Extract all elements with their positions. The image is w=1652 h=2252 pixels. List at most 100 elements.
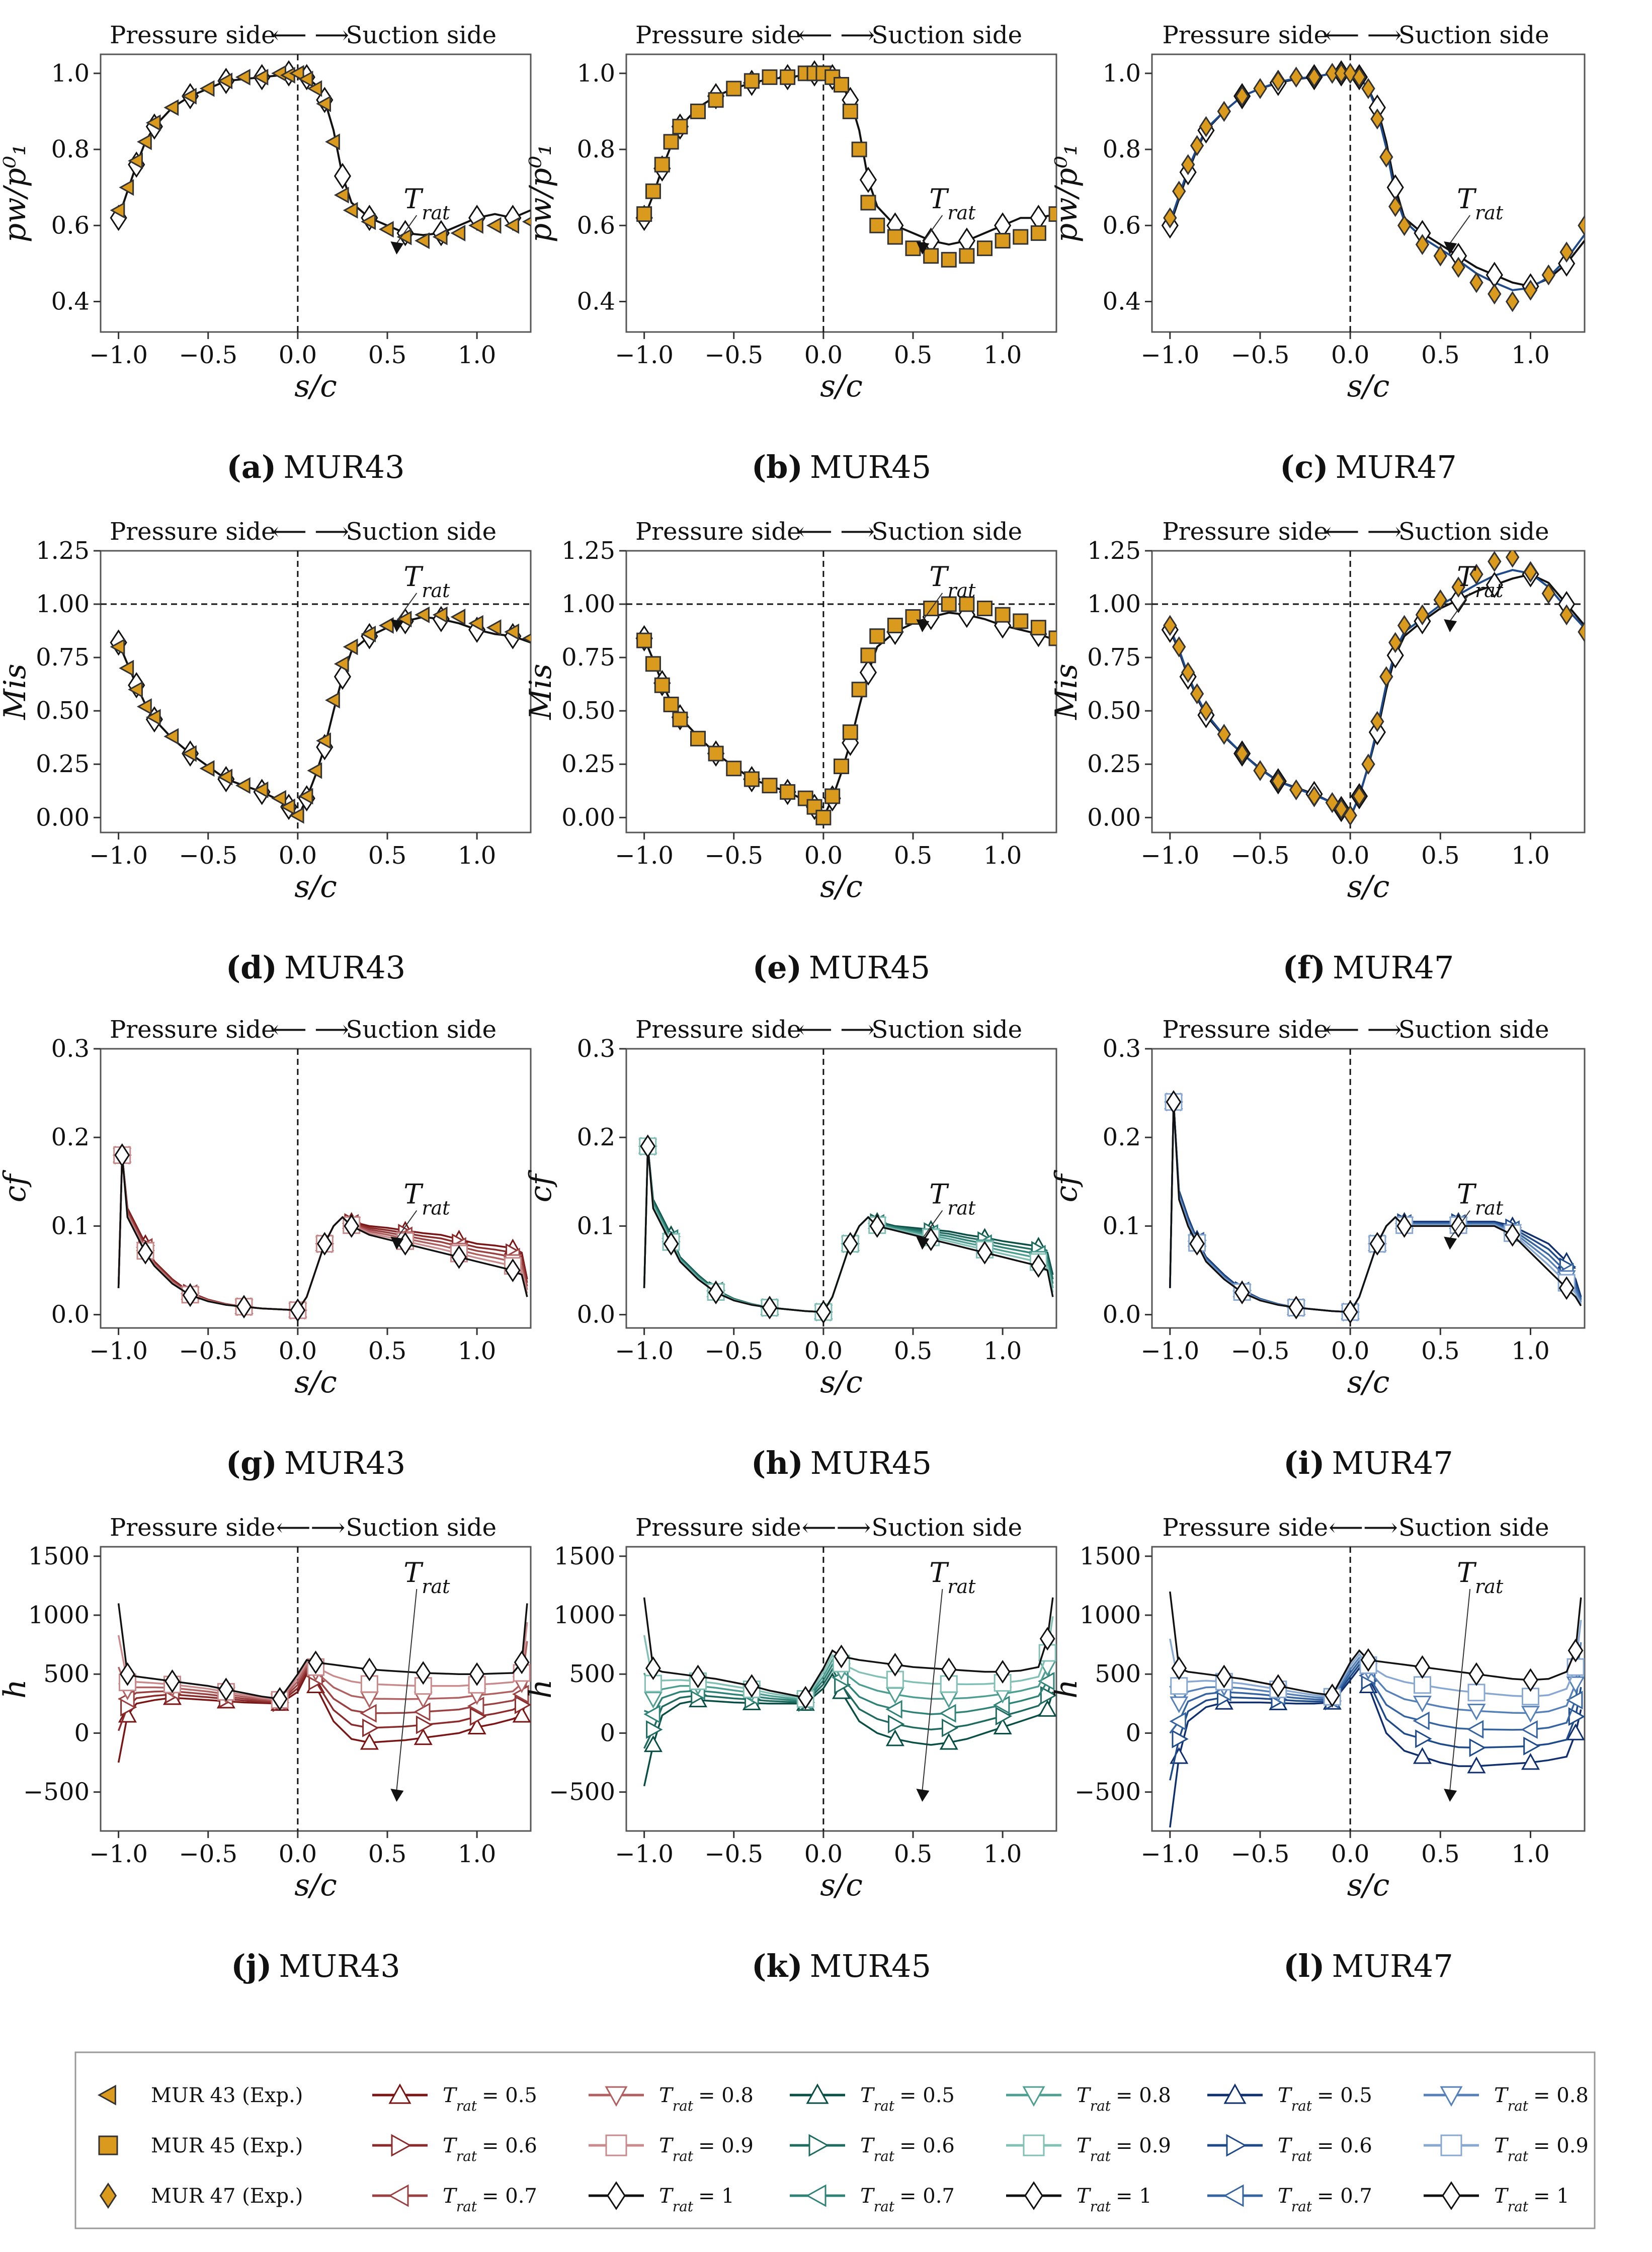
y-axis-label: pw/p⁰₁: [0, 144, 33, 243]
exp-point: [744, 771, 760, 787]
data-point: [1521, 1720, 1538, 1739]
x-tick-label: −1.0: [615, 1337, 674, 1365]
y-tick-label: 0.8: [1103, 135, 1141, 163]
y-tick-label: 0.8: [51, 135, 90, 163]
exp-point: [1488, 283, 1502, 305]
data-point: [708, 1280, 724, 1305]
legend-marker: [1442, 2181, 1461, 2210]
caption-name: MUR45: [810, 449, 931, 485]
exp-point: [289, 65, 304, 82]
exp-point: [1578, 215, 1585, 236]
data-point: [941, 1657, 957, 1682]
panel-e: Pressure side⟵ ⟶Suction side−1.0 −0.5 0.0 0…: [523, 518, 1057, 904]
data-point: [1468, 1662, 1484, 1686]
trat-symbol: T: [1457, 561, 1477, 593]
exp-point: [851, 682, 867, 698]
trat-arrowhead: [1444, 241, 1457, 255]
trat-subscript: rat: [422, 579, 450, 602]
y-tick-label: 0.4: [1103, 288, 1141, 316]
legend-trat-value: = 0.9: [698, 2134, 754, 2157]
y-tick-label: 500: [1095, 1660, 1141, 1688]
plot-area: [110, 60, 531, 249]
data-point: [1324, 1683, 1340, 1707]
x-tick-label: −1.0: [1141, 1840, 1200, 1868]
data-point: [1189, 1232, 1205, 1256]
exp-point: [1307, 66, 1321, 88]
legend-trat-value: = 0.5: [482, 2084, 537, 2107]
x-tick-label: −1.0: [615, 341, 674, 369]
plot-frame: [100, 550, 532, 833]
legend-trat-sub: rat: [1508, 2198, 1529, 2215]
trat-arrowhead: [1444, 619, 1457, 632]
exp-point: [1181, 661, 1195, 683]
trat-subscript: rat: [422, 202, 450, 224]
legend-entry-label: Trat = 0.9: [1077, 2134, 1171, 2164]
exp-point: [378, 617, 394, 634]
exp-point: [182, 88, 197, 105]
x-tick-label: 0.5: [894, 341, 932, 369]
legend-trat-sub: rat: [1508, 2148, 1529, 2164]
x-tick-label: 0.0: [804, 842, 843, 870]
y-tick-label: 1.25: [36, 537, 90, 565]
plot-frame: [100, 1048, 532, 1329]
y-tick-label: 0.3: [1103, 1035, 1141, 1063]
data-point: [1216, 1664, 1232, 1689]
x-axis-label: s/c: [820, 869, 863, 904]
exp-point: [1163, 207, 1177, 229]
exp-point: [522, 633, 531, 643]
trat-annotation: Trat: [1457, 1557, 1504, 1598]
exp-point: [1325, 792, 1340, 813]
x-tick-label: 0.5: [368, 341, 406, 369]
exp-point: [136, 133, 152, 150]
suction-side-label: Suction side: [872, 21, 1023, 49]
legend-trat-symbol: T: [1278, 2185, 1293, 2208]
sim-point: [1386, 642, 1404, 669]
plot-area: [1161, 551, 1585, 826]
exp-point: [136, 698, 152, 715]
exp-point: [163, 99, 179, 116]
plot-area: [1164, 1090, 1582, 1324]
data-point: [1467, 1684, 1485, 1702]
x-tick-label: 0.5: [1421, 341, 1459, 369]
legend-trat-sub: rat: [874, 2098, 895, 2114]
trat-arrow-line: [922, 1210, 943, 1239]
exp-point: [432, 606, 448, 623]
caption-letter: (j): [231, 1948, 272, 1984]
legend-entry-label: Trat = 0.8: [659, 2084, 754, 2114]
plot-frame: [1151, 53, 1586, 333]
sim-point: [1558, 250, 1576, 277]
caption-letter: (e): [753, 949, 802, 986]
exp-point: [726, 80, 742, 97]
exp-point: [860, 647, 876, 663]
trat-annotation: Trat: [1457, 561, 1504, 602]
exp-point: [663, 134, 679, 150]
subfigure-caption: (a) MUR43: [226, 449, 404, 485]
suction-side-label: Suction side: [346, 1514, 497, 1542]
data-point: [416, 1715, 433, 1734]
data-point: [1396, 1214, 1413, 1238]
exp-point: [1361, 754, 1375, 775]
x-tick-label: 1.0: [458, 842, 496, 870]
x-tick-label: −0.5: [704, 842, 763, 870]
plot-frame: [100, 53, 532, 333]
data-point: [361, 1657, 377, 1682]
exp-point: [780, 69, 796, 85]
exp-point: [163, 728, 179, 745]
data-point: [1467, 1704, 1486, 1721]
exp-point: [1235, 743, 1249, 764]
legend-trat-value: = 1: [1533, 2185, 1570, 2208]
pressure-side-label: Pressure side: [635, 21, 801, 49]
legend-trat-sub: rat: [673, 2098, 694, 2114]
legend-trat-sub: rat: [456, 2148, 477, 2164]
sim-point: [1368, 719, 1386, 745]
exp-point: [396, 228, 412, 245]
exp-point: [1334, 62, 1348, 84]
data-point: [887, 1652, 903, 1677]
trat-arrowhead: [390, 1236, 404, 1250]
data-point: [1234, 1280, 1250, 1305]
data-point: [869, 1214, 885, 1238]
data-point: [1469, 1738, 1486, 1758]
pressure-side-label: Pressure side: [1162, 1514, 1328, 1542]
x-axis-label: s/c: [294, 369, 337, 404]
data-point: [272, 1687, 288, 1711]
